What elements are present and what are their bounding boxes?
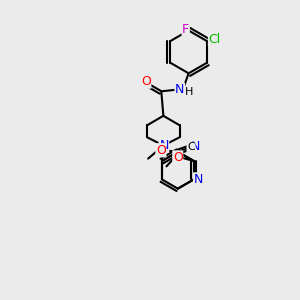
Text: N: N [194, 173, 203, 186]
Text: N: N [191, 140, 200, 153]
Text: N: N [175, 83, 184, 96]
Text: H: H [185, 87, 194, 97]
Text: F: F [182, 22, 189, 35]
Text: N: N [159, 139, 169, 152]
Text: O: O [173, 151, 183, 164]
Text: Cl: Cl [208, 33, 221, 46]
Text: O: O [156, 144, 166, 157]
Text: C: C [187, 142, 195, 152]
Text: O: O [141, 75, 151, 88]
